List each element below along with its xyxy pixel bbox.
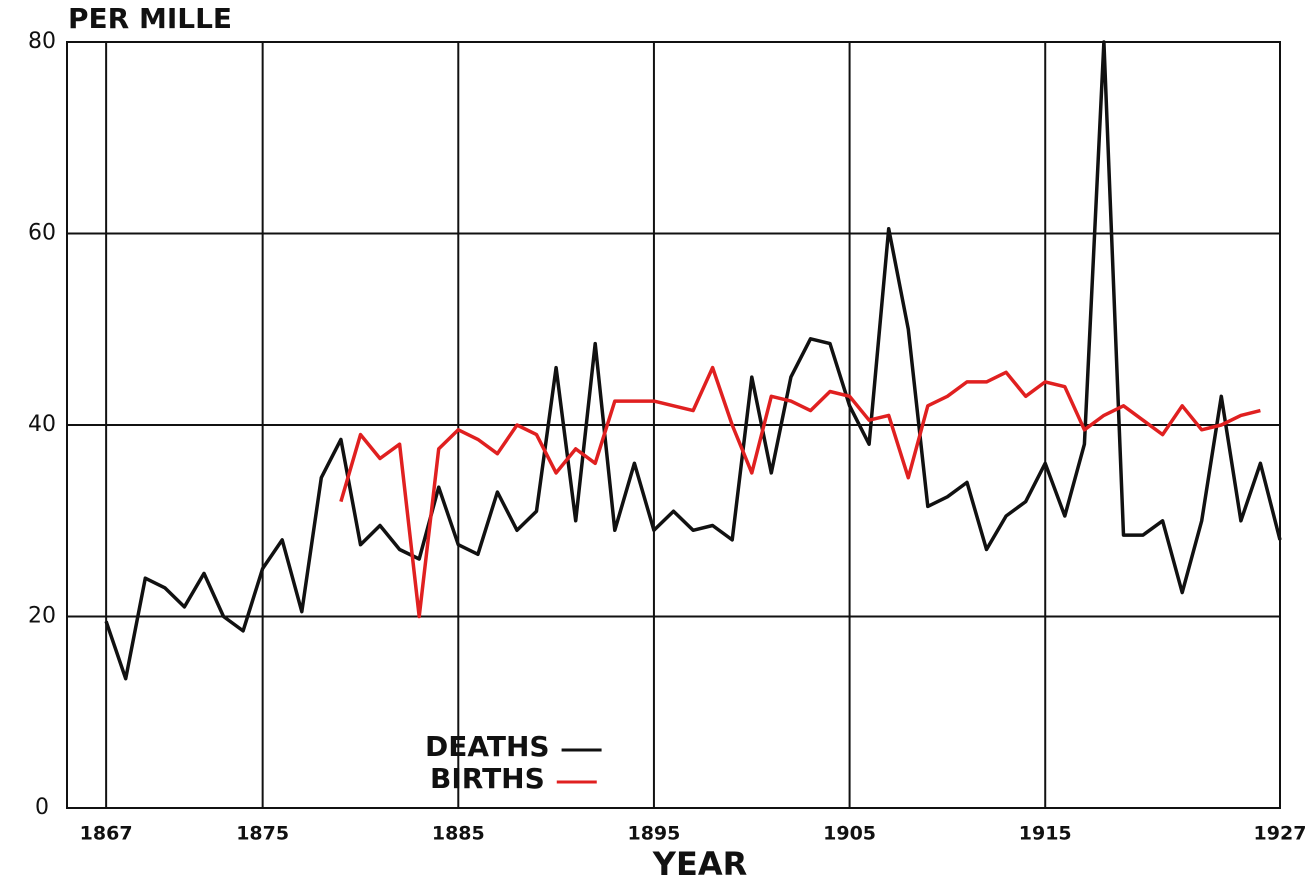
x-tick-label: 1895 bbox=[627, 823, 680, 845]
series-line bbox=[339, 365, 1261, 619]
x-tick-label: 1915 bbox=[1019, 823, 1072, 845]
x-tick-label: 1875 bbox=[236, 823, 289, 845]
y-tick-label: 80 bbox=[28, 29, 56, 54]
y-tick-label: 20 bbox=[28, 604, 56, 629]
y-tick-label: 60 bbox=[28, 221, 56, 246]
legend-label: BIRTHS bbox=[430, 762, 545, 795]
y-axis-label: PER MILLE bbox=[68, 2, 232, 35]
y-tick-label: 40 bbox=[28, 412, 56, 437]
x-tick-label: 1927 bbox=[1254, 823, 1307, 845]
y-tick-label: 0 bbox=[35, 795, 49, 820]
x-tick-label: 1867 bbox=[80, 823, 133, 845]
series-line bbox=[104, 40, 1282, 681]
x-tick-label: 1905 bbox=[823, 823, 876, 845]
x-axis-label: YEAR bbox=[652, 845, 747, 883]
x-tick-label: 1885 bbox=[432, 823, 485, 845]
legend-label: DEATHS bbox=[425, 730, 550, 763]
